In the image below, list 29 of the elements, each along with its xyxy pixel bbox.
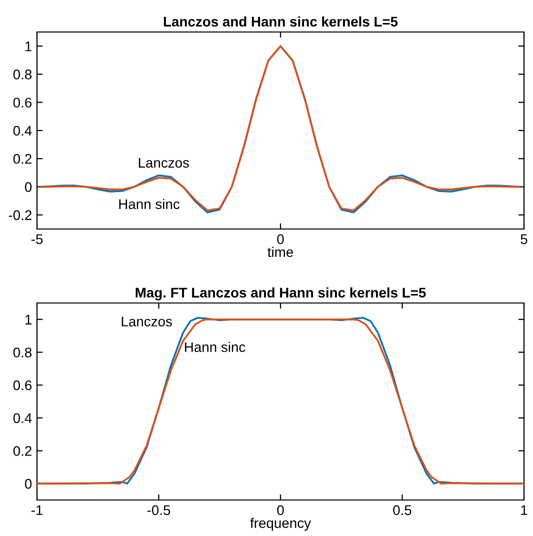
y-tick-label: 0.4 (13, 126, 32, 136)
y-tick-label: 0.4 (13, 413, 32, 424)
y-tick-label: 1 (25, 42, 32, 52)
x-tick-label: 5 (520, 234, 528, 244)
y-tick-label: 0.6 (13, 98, 32, 108)
y-tick-label: 0 (24, 182, 32, 192)
annotation: Hann sinc (185, 342, 246, 352)
y-tick-label: 1 (25, 314, 32, 324)
x-axis-title: time (268, 246, 294, 258)
y-tick-label: 0.8 (13, 70, 32, 80)
y-tick-label: 0.6 (13, 380, 32, 390)
x-tick-label: 1 (521, 505, 528, 515)
y-tick-label: 0.8 (13, 348, 32, 358)
y-tick-label: -0.2 (8, 210, 32, 220)
annotation: Lanczos (138, 158, 189, 168)
x-tick-label: -0.5 (147, 505, 170, 516)
x-axis-title: frequency (250, 518, 311, 531)
x-tick-label: -1 (31, 505, 42, 515)
y-tick-label: 0 (24, 478, 32, 489)
chart-title: Mag. FT Lanczos and Hann sinc kernels L=5 (136, 287, 426, 300)
annotation: Hann sinc (119, 198, 180, 210)
x-tick-label: 0 (277, 505, 284, 516)
annotation: Lanczos (122, 316, 172, 326)
y-tick-label: 0.2 (13, 446, 32, 456)
x-tick-label: -5 (31, 234, 43, 244)
x-tick-label: 0 (277, 234, 284, 244)
x-tick-label: 0.5 (393, 505, 412, 516)
y-tick-label: 0.2 (13, 154, 32, 164)
chart-title: Lanczos and Hann sinc kernels L=5 (164, 16, 398, 27)
